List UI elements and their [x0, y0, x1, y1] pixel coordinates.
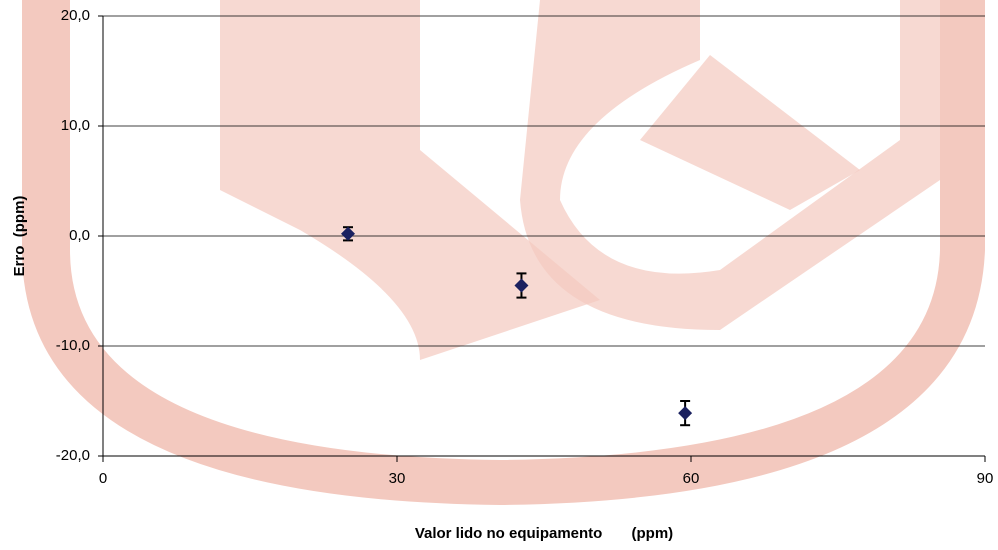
y-tick-label: 0,0 [69, 227, 90, 244]
watermark [22, 0, 985, 505]
x-tick-label: 90 [977, 470, 994, 487]
watermark-mid [640, 55, 860, 210]
y-tick-label: -20,0 [56, 447, 90, 464]
point [678, 406, 692, 420]
x-tick-label: 30 [389, 470, 406, 487]
y-tick-label: 10,0 [61, 117, 90, 134]
y-tick-label: 20,0 [61, 7, 90, 24]
chart: Valor lido no equipamento (ppm) Erro (pp… [0, 0, 998, 550]
y-axis-label: Erro (ppm) [11, 196, 28, 277]
x-axis-label: Valor lido no equipamento (ppm) [415, 525, 673, 542]
x-tick-label: 60 [683, 470, 700, 487]
x-tick-label: 0 [99, 470, 107, 487]
y-tick-label: -10,0 [56, 337, 90, 354]
